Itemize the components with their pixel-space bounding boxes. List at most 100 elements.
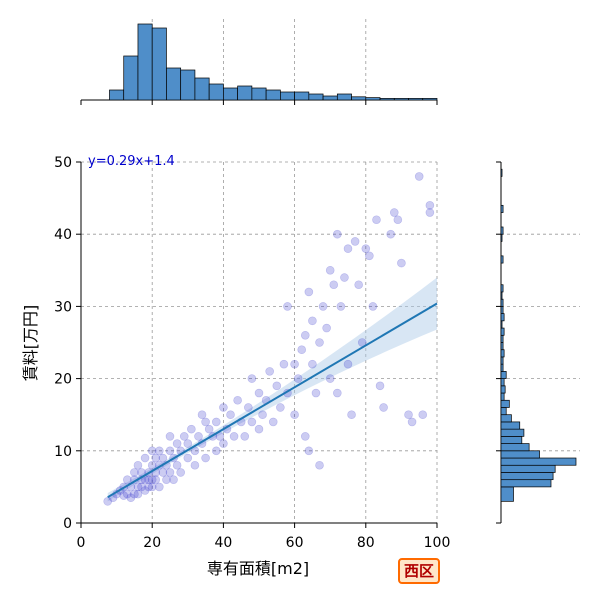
data-point [244, 403, 253, 412]
data-point [140, 486, 150, 495]
right-hist-bar [500, 371, 507, 379]
data-point [425, 201, 435, 210]
x-tick-label: 100 [424, 535, 451, 551]
top-hist-bar [379, 98, 395, 101]
top-hist-bar [322, 95, 338, 101]
y-tick-label: 30 [54, 299, 72, 315]
data-point [397, 258, 406, 268]
data-point [254, 388, 264, 398]
right-hist-bar [500, 479, 552, 488]
data-point [389, 208, 399, 217]
data-point [172, 460, 182, 470]
data-point [308, 359, 317, 369]
right-hist-bar [500, 378, 505, 387]
right-hist-bar [500, 334, 504, 343]
data-point [315, 338, 324, 347]
data-point [293, 374, 303, 383]
data-point [122, 475, 132, 484]
right-hist-bar [500, 457, 577, 466]
data-point [368, 302, 378, 311]
top-hist-bar [294, 91, 310, 101]
top-hist-bar [109, 89, 125, 101]
right-hist-bar [500, 421, 521, 430]
data-point [165, 468, 175, 477]
data-point [418, 410, 428, 420]
data-point [169, 475, 178, 484]
data-point [290, 410, 299, 420]
data-point [233, 395, 242, 405]
data-point [333, 229, 342, 239]
right-hist-bar [500, 450, 540, 459]
data-point [276, 403, 285, 412]
data-point [318, 302, 328, 311]
right-hist-bar [500, 168, 503, 177]
data-point [414, 172, 424, 181]
data-point [254, 424, 264, 434]
top-hist-bar [194, 77, 210, 101]
main-grid [81, 161, 438, 523]
data-point [165, 446, 175, 456]
data-point [155, 446, 164, 456]
data-point [133, 482, 143, 492]
data-point [144, 482, 153, 492]
data-point [147, 475, 157, 484]
right-hist-bar [500, 385, 506, 394]
data-point [240, 432, 250, 441]
data-point [343, 244, 353, 253]
right-hist-bar [500, 363, 504, 372]
data-point [265, 367, 274, 376]
top-hist-bar [308, 93, 324, 101]
right-hist-bar [500, 443, 530, 452]
right-hist-bar [500, 291, 503, 300]
x-axis-label: 専有面積[m2] [207, 559, 309, 578]
data-point [297, 345, 307, 355]
right-hist-bar [500, 204, 504, 213]
right-hist-bar [500, 407, 507, 416]
right-hist-bar [500, 233, 503, 242]
data-point [204, 424, 214, 434]
data-point [137, 482, 146, 492]
right-hist-bar [500, 284, 504, 293]
data-point [308, 316, 317, 326]
data-point [322, 323, 331, 333]
data-point [126, 493, 136, 503]
data-point [325, 265, 335, 275]
data-point [190, 460, 200, 470]
data-point [130, 468, 139, 477]
data-point [268, 417, 278, 427]
x-tick-label: 0 [77, 535, 86, 551]
data-point [258, 410, 267, 420]
data-point [219, 403, 228, 412]
top-hist-bar [280, 91, 295, 101]
y-tick-label: 10 [54, 444, 72, 460]
data-point [172, 439, 182, 448]
regression-line [107, 302, 438, 499]
right-hist-bar [500, 464, 556, 473]
region-badge: 西区 [398, 558, 441, 584]
data-point [151, 475, 161, 484]
right-hist-bar [500, 226, 504, 235]
data-point [179, 432, 189, 441]
right-hist-bar [500, 486, 514, 502]
data-point [333, 388, 342, 398]
data-point [372, 215, 381, 225]
data-point [379, 403, 388, 412]
data-point [304, 446, 314, 456]
top-hist-bar [422, 98, 438, 101]
top-hist-bar [237, 85, 253, 101]
data-point [365, 251, 374, 261]
data-point [144, 475, 153, 484]
right-hist-bar [500, 298, 504, 307]
data-point [279, 359, 289, 369]
data-point [211, 446, 221, 456]
data-point [272, 381, 282, 391]
data-point [122, 489, 132, 499]
data-point [300, 432, 310, 441]
x-tick-label: 80 [357, 535, 375, 551]
right-hist-bar [500, 414, 512, 423]
data-point [147, 460, 157, 470]
top-hist-bar [351, 96, 367, 101]
data-point [404, 410, 413, 420]
right-hist-bar [500, 320, 503, 329]
